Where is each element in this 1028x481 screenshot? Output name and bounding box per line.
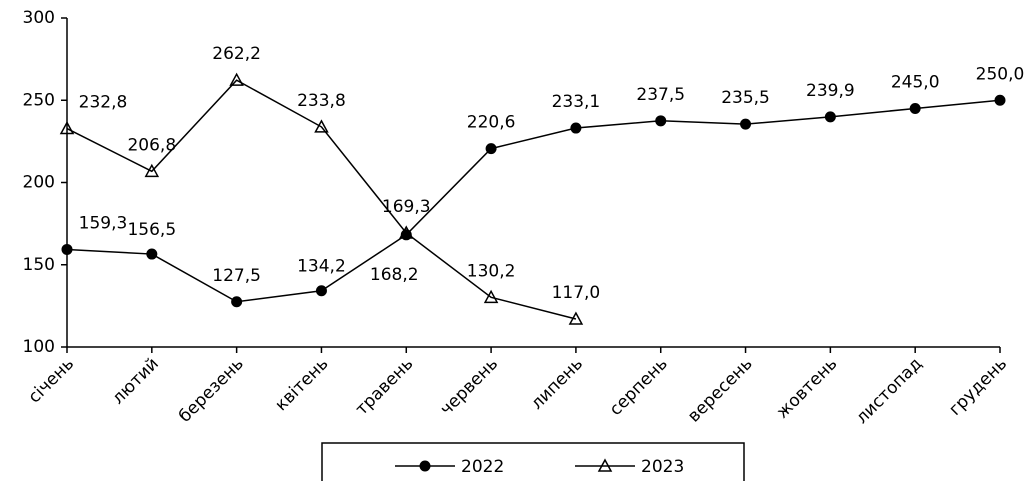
data-label: 250,0 xyxy=(976,64,1025,84)
data-label: 117,0 xyxy=(552,283,601,303)
x-tick-label: вересень xyxy=(684,354,757,427)
x-tick-label: червень xyxy=(436,354,502,420)
legend-box xyxy=(321,442,745,481)
point xyxy=(824,111,836,123)
x-tick-label: грудень xyxy=(945,354,1011,420)
data-label: 127,5 xyxy=(212,266,261,286)
x-tick-label: лютий xyxy=(108,354,163,409)
data-label: 233,1 xyxy=(552,92,601,112)
point xyxy=(144,163,160,178)
x-tick-label: травень xyxy=(352,354,418,420)
x-tick-label: серпень xyxy=(606,354,672,420)
point xyxy=(568,311,584,325)
point xyxy=(597,458,613,472)
x-tick-label: квітень xyxy=(271,354,332,415)
data-label: 134,2 xyxy=(297,257,346,277)
point xyxy=(483,289,499,304)
data-label: 237,5 xyxy=(636,85,685,105)
data-label: 130,2 xyxy=(467,261,516,281)
data-label: 262,2 xyxy=(212,44,261,64)
data-label: 220,6 xyxy=(467,113,516,133)
point xyxy=(419,460,431,472)
data-label: 206,8 xyxy=(127,135,176,155)
point xyxy=(485,143,497,155)
series-line xyxy=(66,99,1001,303)
series-line xyxy=(66,79,577,320)
point xyxy=(229,72,244,86)
y-tick-label: 200 xyxy=(23,173,55,193)
x-tick-label: липень xyxy=(527,354,587,414)
data-label: 235,5 xyxy=(721,88,770,108)
x-tick-label: березень xyxy=(175,354,248,427)
data-label: 232,8 xyxy=(79,93,128,113)
point xyxy=(570,122,582,134)
point xyxy=(994,94,1006,106)
y-tick-label: 100 xyxy=(23,337,55,357)
y-tick-label: 300 xyxy=(23,8,55,28)
data-label: 233,8 xyxy=(297,91,346,111)
point xyxy=(909,102,921,114)
data-label: 159,3 xyxy=(79,213,128,233)
point xyxy=(655,115,667,127)
x-tick-label: листопад xyxy=(852,354,926,428)
point xyxy=(315,285,327,297)
point xyxy=(59,120,75,135)
point xyxy=(61,243,73,255)
point xyxy=(740,118,752,130)
data-label: 156,5 xyxy=(127,220,176,240)
y-tick-label: 250 xyxy=(23,90,55,110)
point xyxy=(231,296,243,308)
legend-label: 2022 xyxy=(461,457,504,477)
point xyxy=(314,119,329,133)
point xyxy=(399,225,414,239)
x-tick-label: січень xyxy=(25,354,79,408)
x-tick-label: жовтень xyxy=(773,354,842,423)
point xyxy=(146,248,158,260)
data-label: 239,9 xyxy=(806,81,855,101)
data-label: 169,3 xyxy=(382,197,431,217)
y-tick-label: 150 xyxy=(23,255,55,275)
data-label: 168,2 xyxy=(370,265,419,285)
data-label: 245,0 xyxy=(891,72,940,92)
legend-label: 2023 xyxy=(641,457,684,477)
